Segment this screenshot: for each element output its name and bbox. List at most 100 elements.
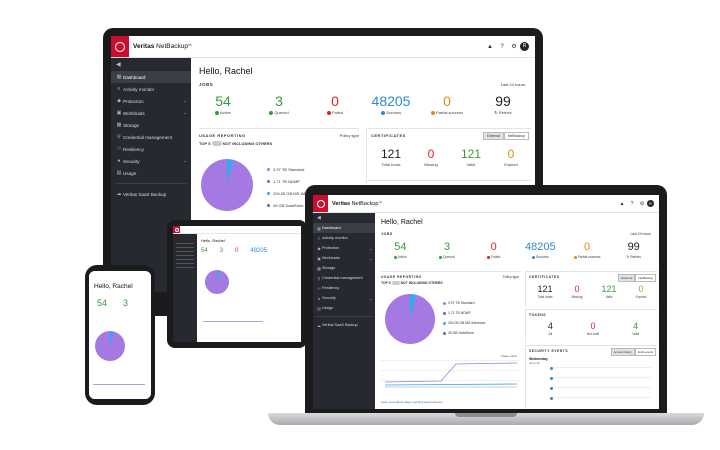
- tablet-sidebar: [173, 234, 197, 342]
- nav-item-activity-monitor[interactable]: ≡ Activity monitor: [111, 83, 191, 95]
- phone-greeting: Hello, Rachel: [94, 283, 133, 290]
- avatar[interactable]: R: [647, 200, 654, 207]
- usage-learn-more-link[interactable]: Learn more about usage reporting and tre…: [381, 400, 443, 404]
- key-icon: ⚲: [317, 275, 321, 281]
- legend-swatch: [267, 179, 270, 183]
- kpi-label: Expired: [504, 162, 518, 167]
- phone-pie-chart: [95, 331, 125, 361]
- kpi-partial-success[interactable]: 0 Partial success: [419, 94, 475, 115]
- laptop-jobs-range[interactable]: Last 24 hours: [630, 232, 651, 236]
- kpi-failed[interactable]: 0 Failed: [470, 242, 517, 259]
- nav-item-dashboard[interactable]: ▦ Dashboard: [313, 223, 375, 233]
- tablet-logo: [173, 226, 180, 233]
- policy-type-select[interactable]: Policy type: [339, 133, 359, 138]
- usage-icon: ▤: [116, 170, 122, 176]
- kpi-retries[interactable]: 99 ↻ Retries: [610, 242, 657, 260]
- nav-item-usage[interactable]: ▤ Usage: [313, 303, 375, 313]
- kpi-queued[interactable]: 3 Queued: [251, 94, 307, 115]
- nav-item-storage[interactable]: ▩ Storage: [111, 119, 191, 131]
- nav-item-saas-backup[interactable]: ☁ Veritas SaaS Backup: [111, 188, 191, 200]
- kpi-active[interactable]: 54 Active: [195, 94, 251, 115]
- tab-external[interactable]: External: [618, 274, 636, 282]
- kpi-missing[interactable]: 0 Missing: [561, 285, 593, 300]
- jobs-range[interactable]: Last 24 hours: [500, 82, 525, 87]
- nav-label: Usage: [322, 306, 333, 310]
- kpi-tokens-not-valid[interactable]: 0 Not valid: [572, 322, 615, 337]
- laptop-logo[interactable]: [313, 195, 328, 212]
- tokens-title: TOKENS: [529, 313, 547, 317]
- brand-name: Veritas: [133, 43, 155, 50]
- legend-name: NDMP: [288, 178, 300, 184]
- kpi-tokens-valid[interactable]: 4 Valid: [614, 322, 657, 337]
- tab-access-history[interactable]: Access history: [610, 348, 635, 356]
- nav-item-credential-management[interactable]: ⚲ Credential management: [313, 273, 375, 283]
- resiliency-icon: ☉: [116, 146, 122, 152]
- settings-icon[interactable]: ⚙: [639, 200, 645, 207]
- kpi-label: Failed: [470, 255, 517, 259]
- others-toggle[interactable]: [211, 141, 222, 147]
- bell-icon[interactable]: ▲: [619, 200, 625, 207]
- nav-item-activity-monitor[interactable]: ≡ Activity monitor: [313, 233, 375, 243]
- kpi-label-text: Partial success: [577, 255, 601, 259]
- policy-type-select[interactable]: Policy type: [502, 275, 519, 279]
- kpi-retries[interactable]: 99 ↻ Retries: [475, 94, 531, 115]
- settings-icon[interactable]: ⚙: [511, 44, 517, 50]
- event-item[interactable]: [550, 360, 651, 371]
- others-toggle[interactable]: [391, 281, 400, 286]
- kpi-total-hosts[interactable]: 121 Total hosts: [371, 148, 411, 167]
- legend-value: 3.97 TB: [448, 301, 460, 305]
- nav-item-protection[interactable]: ◆ Protection ⌄: [313, 243, 375, 253]
- kpi-expired[interactable]: 0 Expired: [491, 148, 531, 167]
- kpi-label: Success: [517, 255, 564, 259]
- kpi-partial-success[interactable]: 0 Partial success: [564, 242, 611, 259]
- tab-netbackup[interactable]: NetBackup: [503, 132, 529, 140]
- avatar[interactable]: R: [520, 42, 529, 51]
- nav-label: Veritas SaaS Backup: [322, 323, 358, 327]
- kpi-missing[interactable]: 0 Missing: [411, 148, 451, 167]
- nav-item-security[interactable]: ● Security ⌄: [313, 293, 375, 303]
- help-icon[interactable]: ?: [500, 43, 504, 50]
- nav-item-resiliency[interactable]: ☉ Resiliency: [111, 143, 191, 155]
- nav-label: Storage: [123, 122, 140, 128]
- tab-netbackup[interactable]: NetBackup: [635, 274, 656, 282]
- kpi-failed[interactable]: 0 Failed: [307, 94, 363, 115]
- kpi-success[interactable]: 48205 Success: [517, 242, 564, 260]
- sidebar-collapse-icon[interactable]: ◀: [317, 215, 321, 221]
- tab-audit-events[interactable]: Audit events: [634, 348, 656, 356]
- kpi-queued[interactable]: 3 Queued: [424, 242, 471, 259]
- nav-item-dashboard[interactable]: ▦ Dashboard: [111, 71, 191, 83]
- event-item[interactable]: [550, 390, 651, 401]
- nav-item-usage[interactable]: ▤ Usage: [111, 167, 191, 179]
- help-icon[interactable]: ?: [630, 200, 634, 207]
- nav-label: Protection: [123, 98, 144, 104]
- nav-item-storage[interactable]: ▩ Storage: [313, 263, 375, 273]
- nav-item-credential-management[interactable]: ⚲ Credential management: [111, 131, 191, 143]
- kpi-active[interactable]: 54 Active: [377, 242, 424, 259]
- kpi-tokens-all[interactable]: 4 All: [529, 322, 572, 337]
- nav-item-resiliency[interactable]: ☉ Resiliency: [313, 283, 375, 293]
- kpi-value: 48205: [371, 93, 411, 109]
- kpi-expired[interactable]: 0 Expired: [625, 285, 657, 300]
- nav-item-workloads[interactable]: ▣ Workloads ⌄: [313, 253, 375, 263]
- tablet-nav-line: [176, 251, 194, 252]
- tab-external[interactable]: External: [483, 132, 504, 140]
- nav-item-workloads[interactable]: ▣ Workloads ⌄: [111, 107, 191, 119]
- nav-item-security[interactable]: ● Security ⌄: [111, 155, 191, 167]
- veritas-logo[interactable]: [111, 36, 129, 57]
- nav-item-saas-backup[interactable]: ☁ Veritas SaaS Backup: [313, 320, 375, 330]
- sidebar-collapse-icon[interactable]: ◀: [116, 62, 121, 68]
- top-bar-icons: ▲ ? ⚙ R: [484, 42, 529, 51]
- kpi-total-hosts[interactable]: 121 Total hosts: [529, 285, 561, 300]
- kpi-label: Valid: [632, 332, 640, 336]
- dashboard-icon: ▦: [116, 74, 122, 80]
- tablet-kpi-success: 48205: [250, 248, 268, 254]
- kpi-valid[interactable]: 121 Valid: [451, 148, 491, 167]
- nav-item-protection[interactable]: ◆ Protection ⌄: [111, 95, 191, 107]
- event-item[interactable]: [550, 380, 651, 391]
- event-item[interactable]: [550, 370, 651, 381]
- kpi-success[interactable]: 48205 Success: [363, 94, 419, 115]
- tablet-frame: Hello, Rachel 54 3 0 48205: [167, 220, 307, 348]
- kpi-valid[interactable]: 121 Valid: [593, 285, 625, 300]
- bell-icon[interactable]: ▲: [487, 43, 493, 50]
